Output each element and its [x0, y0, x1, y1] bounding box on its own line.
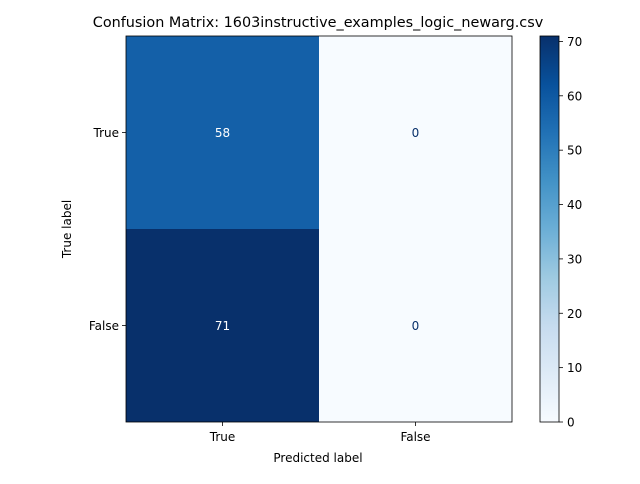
colorbar-frame [539, 35, 560, 423]
colorbar: 0 10 20 30 40 50 60 70 [539, 35, 582, 430]
colorbar-tick-label: 10 [567, 361, 582, 375]
cell-value-label: 58 [215, 126, 230, 140]
colorbar-ticks: 0 10 20 30 40 50 60 70 [559, 35, 582, 430]
colorbar-tick-label: 50 [567, 144, 582, 158]
plot-frame [125, 35, 513, 423]
cell-value-label: 0 [412, 126, 420, 140]
colorbar-tick-label: 20 [567, 307, 582, 321]
matrix-cell [319, 36, 512, 229]
colorbar-tick-label: 40 [567, 198, 582, 212]
x-tick-label: False [400, 430, 430, 444]
x-tick-label: True [209, 430, 236, 444]
y-tick-label: True [93, 126, 120, 140]
cell-value-label: 0 [412, 319, 420, 333]
colorbar-gradient [540, 36, 559, 422]
matrix-cell [319, 229, 512, 422]
matrix-cell [126, 36, 319, 229]
matrix-cell [126, 229, 319, 422]
matrix-plot: 58 0 71 0 True False True False [89, 35, 513, 444]
cell-value-label: 71 [215, 319, 230, 333]
x-axis-label: Predicted label [273, 451, 362, 465]
y-tick-label: False [89, 319, 119, 333]
colorbar-tick-label: 30 [567, 252, 582, 266]
y-axis-label: True label [60, 200, 74, 259]
colorbar-tick-label: 70 [567, 35, 582, 49]
colorbar-tick-label: 0 [567, 416, 575, 430]
chart-title: Confusion Matrix: 1603instructive_exampl… [93, 15, 544, 31]
colorbar-tick-label: 60 [567, 89, 582, 103]
